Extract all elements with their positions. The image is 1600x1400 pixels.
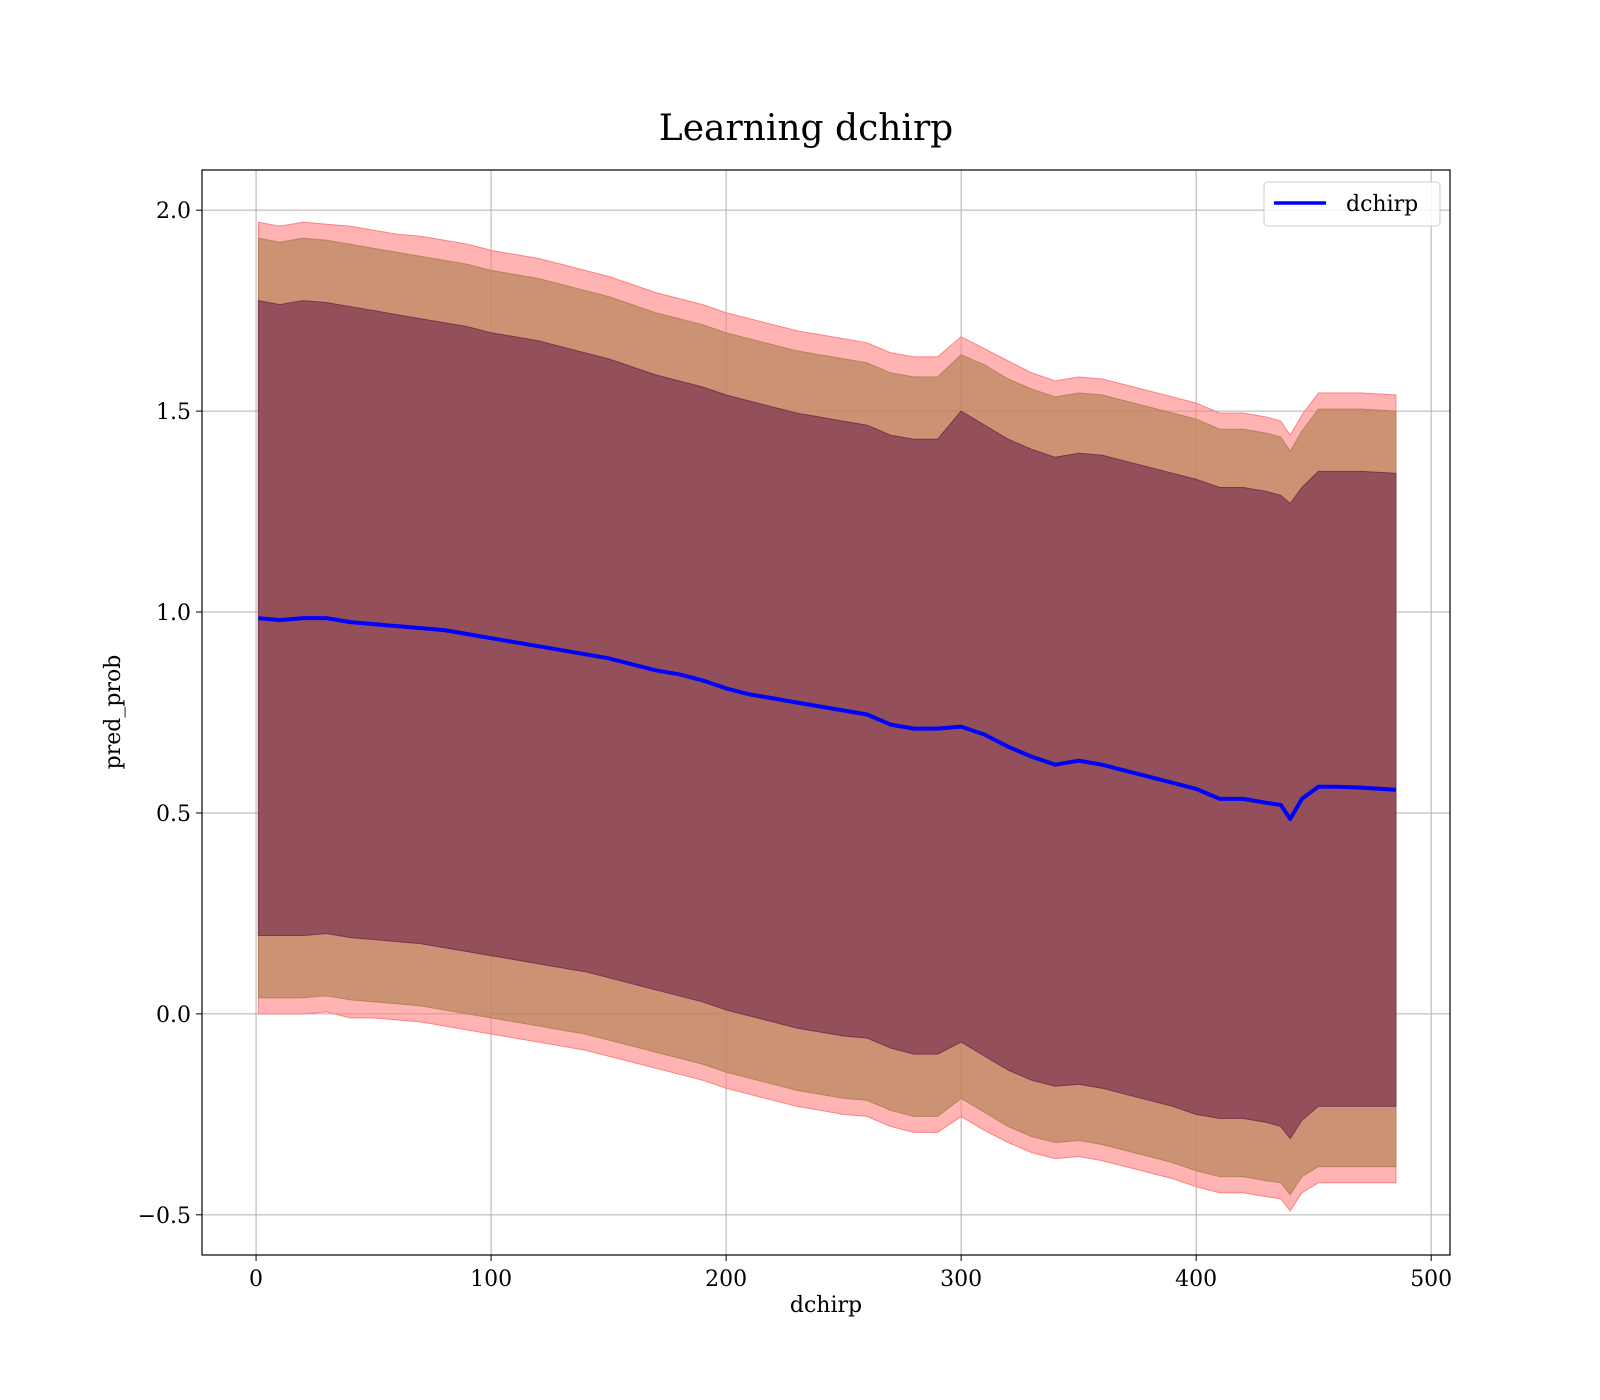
y-tick-label-4: 1.5 <box>156 400 191 425</box>
series-line-dchirp <box>258 616 1397 821</box>
y-tick-label-5: 2.0 <box>156 199 191 224</box>
y-axis-label: pred_prob <box>101 655 126 770</box>
band-inner <box>257 299 1397 1140</box>
legend-box <box>1263 181 1441 227</box>
legend: dchirp <box>1263 181 1441 227</box>
chart-title: Learning dchirp <box>659 108 953 149</box>
x-axis-ticks: 0 100 200 300 400 500 <box>249 1255 1452 1292</box>
confidence-bands <box>257 221 1397 1212</box>
x-tick-label-0: 0 <box>249 1267 263 1292</box>
x-tick-label-5: 500 <box>1410 1267 1452 1292</box>
x-tick-label-3: 300 <box>940 1267 982 1292</box>
legend-label-dchirp: dchirp <box>1346 192 1418 217</box>
y-axis-ticks: −0.5 0.0 0.5 1.0 1.5 2.0 <box>138 199 202 1229</box>
y-tick-label-1: 0.0 <box>156 1003 191 1028</box>
y-tick-label-0: −0.5 <box>138 1204 191 1229</box>
y-tick-label-3: 1.0 <box>156 601 191 626</box>
x-tick-label-4: 400 <box>1175 1267 1217 1292</box>
x-tick-label-2: 200 <box>705 1267 747 1292</box>
series-lines <box>258 616 1397 821</box>
y-tick-label-2: 0.5 <box>156 802 191 827</box>
x-tick-label-1: 100 <box>470 1267 512 1292</box>
plot-frame <box>201 169 1451 1256</box>
x-axis-label: dchirp <box>790 1293 862 1318</box>
